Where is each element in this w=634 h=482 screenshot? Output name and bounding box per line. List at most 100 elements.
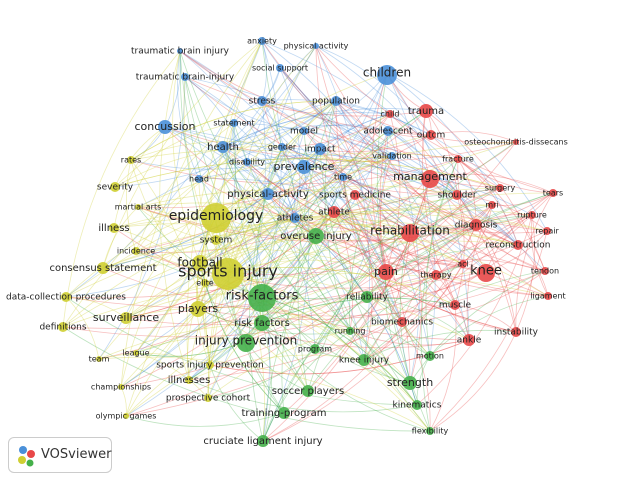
node-label: running xyxy=(335,327,366,336)
edge xyxy=(409,230,422,384)
edge xyxy=(164,126,517,162)
edge xyxy=(303,166,501,195)
edge xyxy=(199,228,519,264)
edge xyxy=(246,161,316,350)
edge xyxy=(386,72,501,189)
node xyxy=(470,219,482,231)
edge xyxy=(261,176,344,297)
edge xyxy=(199,134,432,264)
node-label: team xyxy=(89,355,110,364)
edge xyxy=(197,270,546,320)
node xyxy=(477,264,495,282)
node xyxy=(454,155,462,163)
node xyxy=(346,327,354,335)
edge xyxy=(462,214,533,265)
edge xyxy=(261,99,432,136)
edge xyxy=(491,192,554,206)
edge xyxy=(215,155,393,217)
edge xyxy=(135,352,209,399)
edge xyxy=(198,178,411,232)
edge xyxy=(65,187,501,299)
edge xyxy=(199,211,335,264)
edge xyxy=(454,304,517,333)
edge xyxy=(120,40,263,388)
node-label: sports injury xyxy=(178,262,278,281)
edge xyxy=(303,166,411,384)
edge xyxy=(227,113,391,273)
edge xyxy=(416,214,533,406)
edge xyxy=(366,187,501,298)
edge xyxy=(179,50,459,160)
edge xyxy=(215,215,431,357)
node xyxy=(302,385,314,397)
edge xyxy=(386,72,519,246)
node-label: physical activity xyxy=(284,42,349,51)
edge xyxy=(281,146,411,232)
edge xyxy=(188,354,365,381)
node-label: validation xyxy=(372,152,411,161)
node xyxy=(308,228,324,244)
edge xyxy=(517,244,549,297)
edge xyxy=(102,264,470,341)
edge xyxy=(215,155,393,217)
edge xyxy=(385,271,411,384)
node-label: severity xyxy=(97,183,134,193)
edge xyxy=(130,140,283,161)
node xyxy=(350,190,360,200)
edge xyxy=(457,158,477,226)
edge xyxy=(125,274,437,326)
edge xyxy=(130,149,458,196)
edge xyxy=(62,100,337,328)
edge xyxy=(114,100,337,188)
edge xyxy=(222,67,281,148)
logo[interactable]: VOSviewer xyxy=(8,437,112,473)
edge xyxy=(315,45,477,226)
edge xyxy=(267,130,305,195)
node-label: model xyxy=(290,127,318,137)
edge xyxy=(409,270,546,384)
node xyxy=(97,262,109,274)
edge xyxy=(113,126,166,229)
node xyxy=(257,435,269,447)
edge xyxy=(137,45,317,208)
node-label: athletes xyxy=(277,214,314,224)
edge xyxy=(227,155,393,273)
edge xyxy=(245,141,517,342)
node xyxy=(217,141,229,153)
edge xyxy=(267,45,317,195)
edge xyxy=(335,100,546,272)
node-label: risk-factors xyxy=(226,289,299,304)
node xyxy=(328,206,340,218)
edge xyxy=(354,194,548,234)
edge xyxy=(246,161,487,272)
node xyxy=(488,201,496,209)
edge xyxy=(363,270,546,361)
node-label: traumatic brain injury xyxy=(131,47,230,57)
node xyxy=(211,235,221,245)
edge xyxy=(279,67,431,357)
edge xyxy=(164,126,335,213)
edge xyxy=(172,50,201,264)
node xyxy=(310,344,320,354)
edge xyxy=(457,158,519,246)
edge xyxy=(222,146,411,232)
edge xyxy=(199,45,317,264)
edge xyxy=(454,194,465,306)
edge xyxy=(314,194,458,350)
edge xyxy=(315,45,387,273)
edge xyxy=(188,379,418,413)
edge xyxy=(204,100,337,284)
node xyxy=(361,291,373,303)
node-label: program xyxy=(298,345,332,354)
edge xyxy=(421,110,456,306)
edge xyxy=(227,271,418,406)
node-label: consensus statement xyxy=(49,263,156,274)
edge xyxy=(261,322,272,442)
node-label: outcm xyxy=(417,131,445,141)
edge xyxy=(314,192,554,350)
node xyxy=(386,110,394,118)
edge xyxy=(215,193,269,241)
node xyxy=(314,143,326,155)
edge xyxy=(130,158,459,185)
node xyxy=(120,312,132,324)
